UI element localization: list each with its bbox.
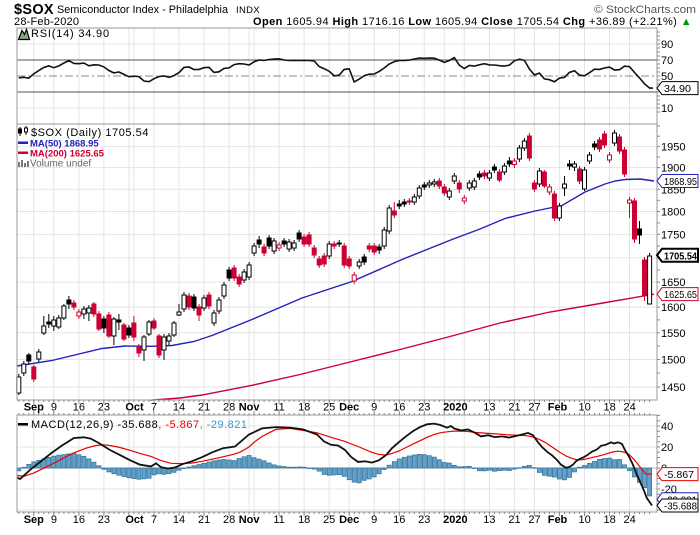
- svg-text:24: 24: [623, 402, 635, 414]
- svg-text:Dec: Dec: [339, 402, 359, 414]
- svg-text:50: 50: [661, 71, 673, 83]
- svg-text:MA(200) 1625.65: MA(200) 1625.65: [30, 149, 105, 160]
- svg-text:1550: 1550: [661, 328, 685, 340]
- svg-text:10: 10: [661, 103, 673, 115]
- svg-text:18: 18: [603, 514, 615, 526]
- svg-text:90: 90: [661, 39, 673, 51]
- svg-text:21: 21: [508, 514, 520, 526]
- svg-text:16: 16: [73, 514, 85, 526]
- svg-text:7: 7: [151, 402, 157, 414]
- svg-text:11: 11: [273, 402, 284, 414]
- svg-text:25: 25: [323, 514, 335, 526]
- svg-text:13: 13: [483, 514, 495, 526]
- svg-text:Sep: Sep: [24, 514, 44, 526]
- svg-text:20: 20: [661, 442, 673, 454]
- svg-text:16: 16: [393, 514, 405, 526]
- svg-text:16: 16: [73, 402, 85, 414]
- svg-text:$SOX: $SOX: [14, 2, 54, 18]
- svg-text:Volume undef: Volume undef: [30, 159, 91, 170]
- svg-text:23: 23: [98, 402, 110, 414]
- svg-text:INDX: INDX: [236, 5, 260, 16]
- svg-text:18: 18: [298, 402, 310, 414]
- svg-text:MACD(12,26,9) -35.688, -5.867,: MACD(12,26,9) -35.688, -5.867, -29.821: [31, 419, 248, 431]
- svg-text:40: 40: [661, 421, 673, 433]
- svg-text:1450: 1450: [661, 382, 685, 394]
- svg-text:23: 23: [418, 402, 430, 414]
- svg-text:RSI(14) 34.90: RSI(14) 34.90: [31, 28, 110, 40]
- svg-text:1750: 1750: [661, 229, 685, 241]
- svg-text:1705.54: 1705.54: [664, 250, 697, 262]
- svg-text:9: 9: [371, 514, 377, 526]
- svg-text:18: 18: [298, 514, 310, 526]
- svg-text:Feb: Feb: [548, 402, 568, 414]
- svg-text:9: 9: [51, 402, 57, 414]
- svg-text:9: 9: [51, 514, 57, 526]
- svg-text:1900: 1900: [661, 163, 685, 175]
- svg-text:-5.867: -5.867: [664, 469, 694, 481]
- svg-text:Dec: Dec: [339, 514, 359, 526]
- svg-text:MA(50) 1868.95: MA(50) 1868.95: [30, 139, 99, 150]
- svg-text:27: 27: [528, 402, 540, 414]
- svg-text:13: 13: [483, 402, 495, 414]
- svg-text:© StockCharts.com: © StockCharts.com: [594, 4, 696, 16]
- svg-text:14: 14: [173, 402, 185, 414]
- svg-text:27: 27: [528, 514, 540, 526]
- svg-text:Sep: Sep: [24, 402, 44, 414]
- svg-text:Nov: Nov: [239, 514, 261, 526]
- svg-text:1600: 1600: [661, 302, 685, 314]
- svg-text:1950: 1950: [661, 142, 685, 154]
- svg-text:21: 21: [198, 402, 210, 414]
- svg-text:1800: 1800: [661, 207, 685, 219]
- svg-text:$SOX (Daily) 1705.54: $SOX (Daily) 1705.54: [31, 127, 149, 139]
- svg-text:25: 25: [323, 402, 335, 414]
- svg-text:11: 11: [273, 514, 284, 526]
- svg-text:-35.688: -35.688: [664, 501, 697, 513]
- svg-text:28: 28: [223, 402, 235, 414]
- svg-text:23: 23: [98, 514, 110, 526]
- svg-text:18: 18: [603, 402, 615, 414]
- svg-text:9: 9: [371, 402, 377, 414]
- svg-text:16: 16: [393, 402, 405, 414]
- svg-text:10: 10: [578, 402, 590, 414]
- svg-text:34.90: 34.90: [664, 83, 691, 95]
- svg-text:1868.95: 1868.95: [664, 176, 697, 188]
- svg-text:21: 21: [508, 402, 520, 414]
- svg-text:7: 7: [151, 514, 157, 526]
- svg-text:Nov: Nov: [239, 402, 261, 414]
- svg-text:1625.65: 1625.65: [664, 289, 697, 301]
- svg-text:14: 14: [173, 514, 185, 526]
- svg-text:10: 10: [578, 514, 590, 526]
- svg-text:28: 28: [223, 514, 235, 526]
- svg-text:1650: 1650: [661, 277, 685, 289]
- svg-text:23: 23: [418, 514, 430, 526]
- svg-text:21: 21: [198, 514, 210, 526]
- svg-text:Semiconductor Index - Philadel: Semiconductor Index - Philadelphia: [57, 4, 229, 16]
- svg-text:2020: 2020: [443, 402, 467, 414]
- svg-text:Feb: Feb: [548, 514, 568, 526]
- svg-text:1500: 1500: [661, 355, 685, 367]
- svg-text:Open 1605.94 High 1716.16 Low: Open 1605.94 High 1716.16 Low 1605.94 Cl…: [253, 16, 692, 28]
- svg-text:Oct: Oct: [125, 514, 144, 526]
- svg-text:24: 24: [623, 514, 635, 526]
- svg-text:70: 70: [661, 55, 673, 67]
- svg-text:Oct: Oct: [125, 402, 144, 414]
- svg-text:28-Feb-2020: 28-Feb-2020: [14, 16, 79, 28]
- svg-text:2020: 2020: [443, 514, 467, 526]
